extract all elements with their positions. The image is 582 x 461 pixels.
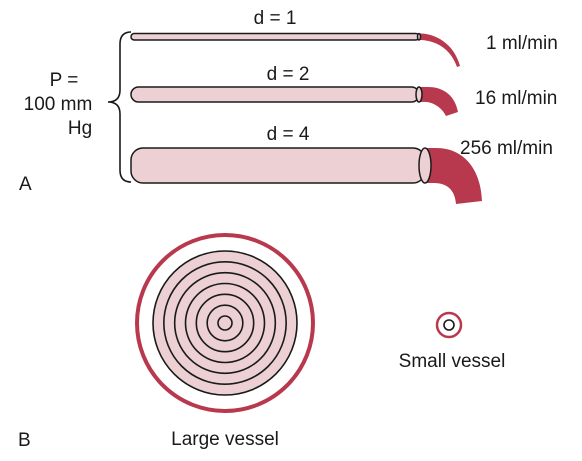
flow-label-d1: 1 ml/min [486, 33, 558, 54]
vessel-d1: d = 1 1 ml/min [130, 8, 558, 67]
tube-end-d1 [416, 32, 422, 41]
large-vessel-label: Large vessel [171, 429, 279, 450]
pressure-line-2: 100 mm [24, 94, 93, 115]
panel-a: P = 100 mm Hg d = 1 1 ml/min d = 2 16 ml… [19, 8, 558, 204]
large-vessel-flow-rings [152, 250, 298, 396]
vessel-d2: d = 2 16 ml/min [130, 64, 557, 116]
small-vessel-outer-wall [435, 311, 463, 339]
diameter-label-d2: d = 2 [267, 64, 310, 85]
small-vessel-flow-rings [443, 319, 455, 331]
blood-stream-d1 [419, 33, 460, 67]
vessel-d4: d = 4 256 ml/min [130, 124, 553, 204]
panel-a-label: A [19, 174, 32, 195]
pressure-line-3: Hg [68, 118, 92, 139]
tube-d4 [130, 147, 426, 184]
small-vessel: Small vessel [399, 311, 506, 372]
large-vessel-ring-7 [217, 315, 233, 331]
pressure-label: P = 100 mm Hg [24, 70, 93, 139]
tube-end-d4 [418, 147, 432, 184]
panel-b: Large vessel Small vessel B [18, 233, 506, 451]
pressure-line-1: P = [50, 70, 79, 91]
pressure-brace [107, 31, 132, 183]
blood-stream-d2 [419, 87, 458, 116]
tube-d2 [130, 86, 420, 103]
blood-stream-d4 [424, 148, 482, 204]
flow-label-d4: 256 ml/min [460, 138, 553, 159]
diameter-label-d1: d = 1 [254, 8, 297, 29]
flow-label-d2: 16 ml/min [475, 88, 557, 109]
diameter-label-d4: d = 4 [267, 124, 310, 145]
tube-end-d2 [415, 86, 423, 103]
small-vessel-ring-1 [443, 319, 455, 331]
tube-d1 [130, 32, 420, 41]
large-vessel: Large vessel [135, 233, 315, 450]
small-vessel-label: Small vessel [399, 351, 506, 372]
panel-b-label: B [18, 430, 31, 451]
